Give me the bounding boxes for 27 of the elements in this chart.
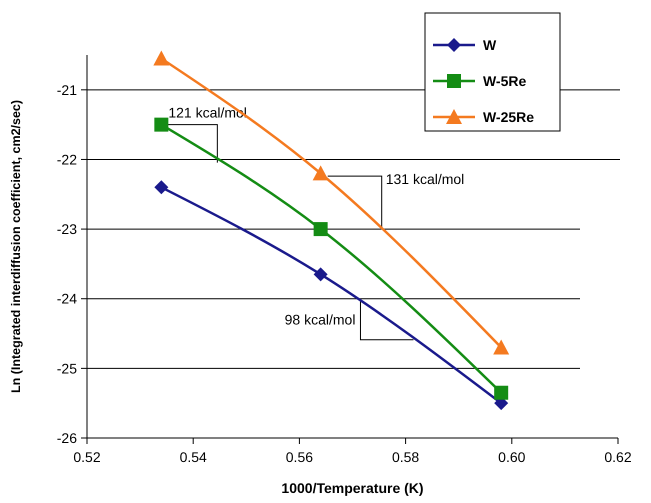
point — [153, 50, 170, 66]
y-axis-title: Ln (Integrated interdiffusion coefficient, cm2/sec) — [9, 100, 23, 394]
x-tick-label: 0.60 — [498, 449, 526, 465]
point — [314, 267, 328, 282]
x-tick-label: 0.52 — [73, 449, 101, 465]
legend-label: W — [483, 37, 497, 53]
point — [154, 180, 168, 194]
y-tick-label: -26 — [56, 430, 78, 446]
x-tick-label: 0.54 — [180, 449, 208, 465]
point — [314, 222, 328, 236]
x-axis-title: 1000/Temperature (K) — [281, 480, 424, 496]
legend-label: W-25Re — [483, 109, 534, 125]
y-tick-label: -25 — [56, 360, 78, 376]
x-tick-label: 0.56 — [286, 449, 314, 465]
point — [154, 118, 168, 132]
y-tick-label: -21 — [56, 82, 78, 98]
y-tick-label: -22 — [56, 151, 78, 168]
y-tick-label: -24 — [56, 290, 78, 307]
annotation: 98 kcal/mol — [284, 312, 356, 328]
point — [494, 386, 508, 400]
annotation: 131 kcal/mol — [386, 171, 464, 188]
legend-label: W-5Re — [483, 73, 526, 89]
point — [312, 165, 329, 180]
point — [493, 339, 510, 354]
x-tick-label: 0.58 — [392, 449, 420, 465]
y-tick-label: -23 — [56, 221, 78, 238]
x-tick-label: 0.62 — [604, 449, 632, 465]
